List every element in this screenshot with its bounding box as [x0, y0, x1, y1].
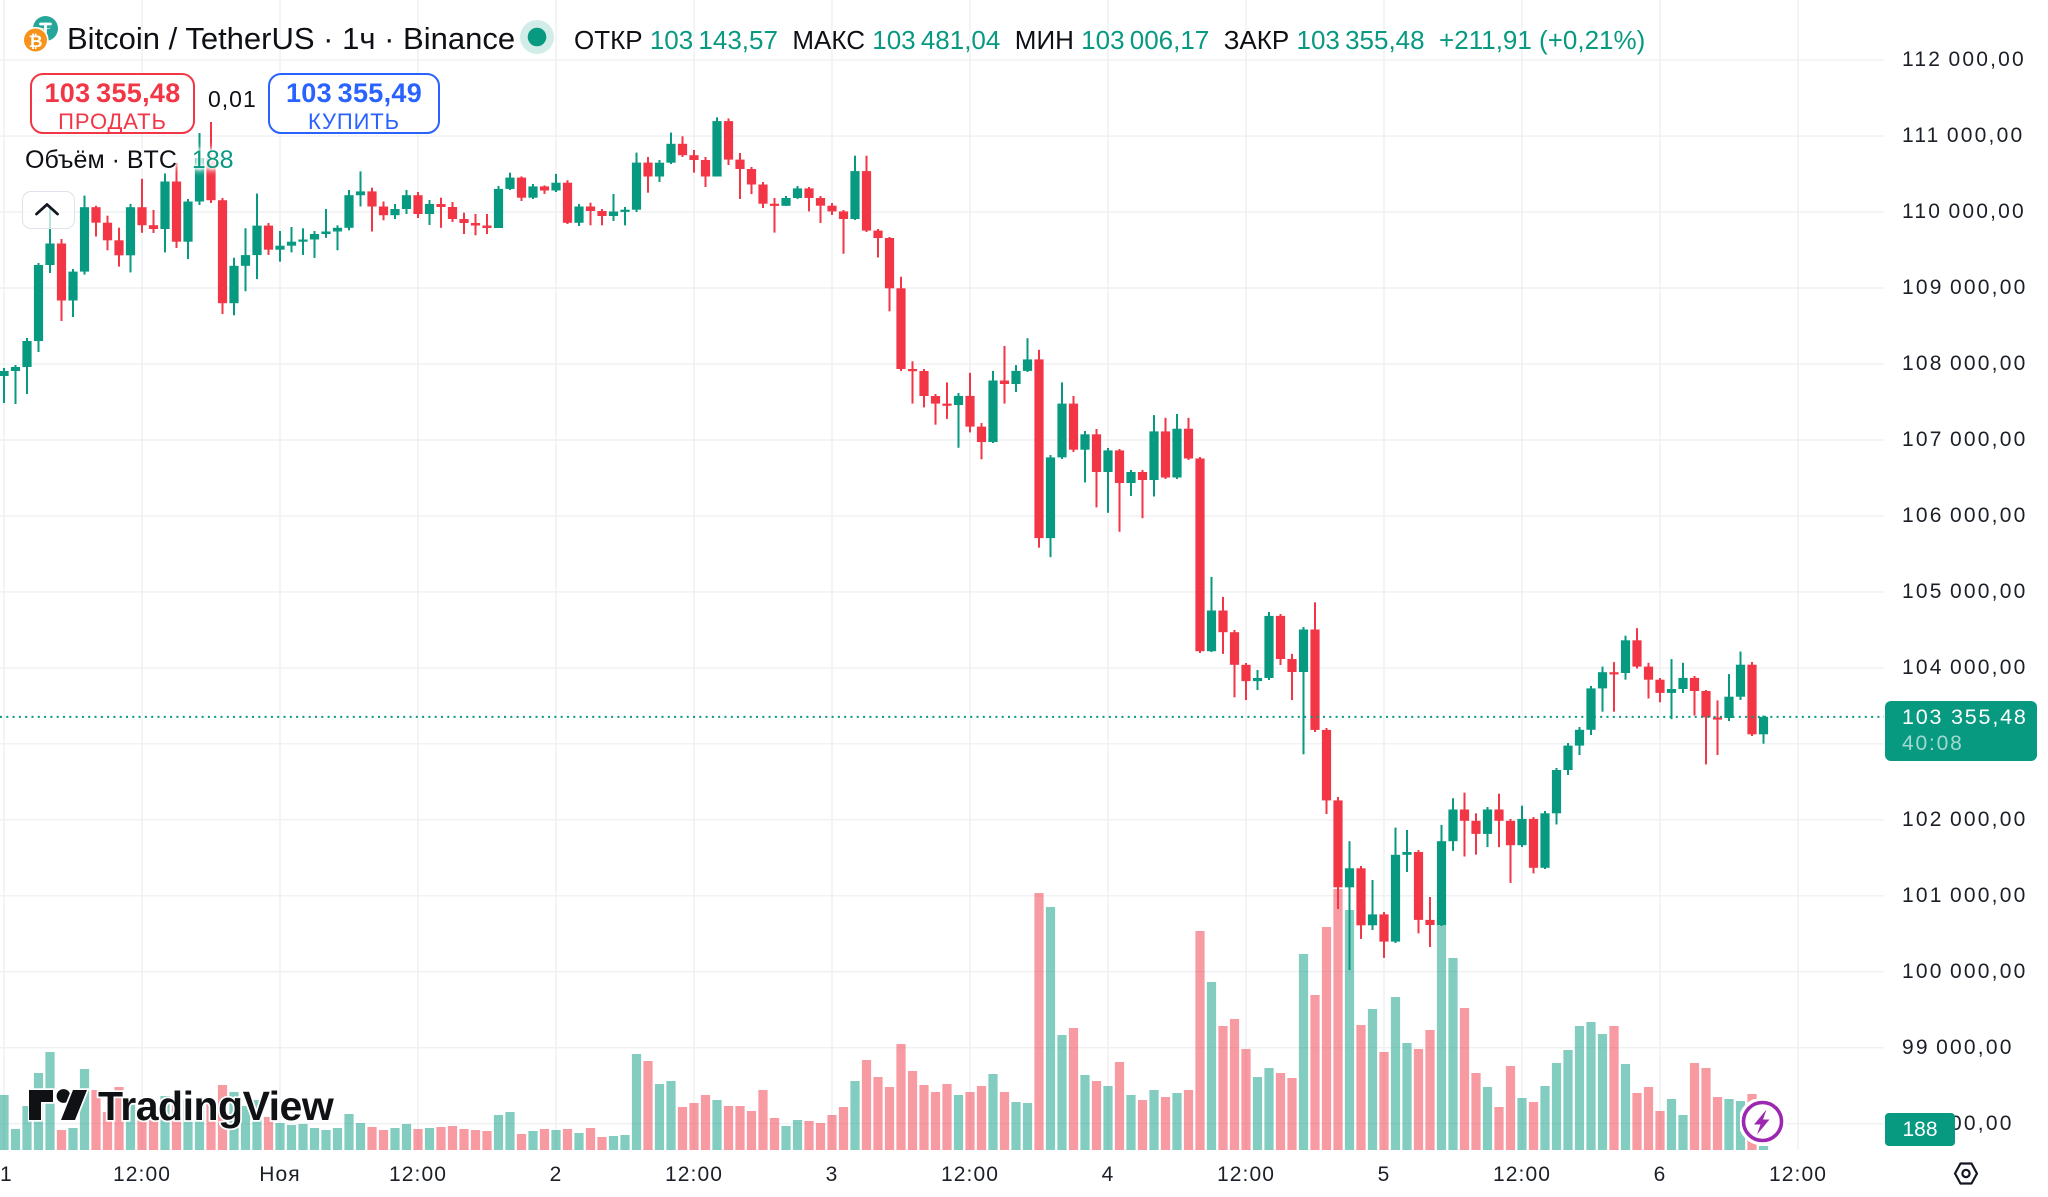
svg-text:TradingView: TradingView	[98, 1084, 334, 1129]
svg-text:₿: ₿	[29, 32, 43, 51]
